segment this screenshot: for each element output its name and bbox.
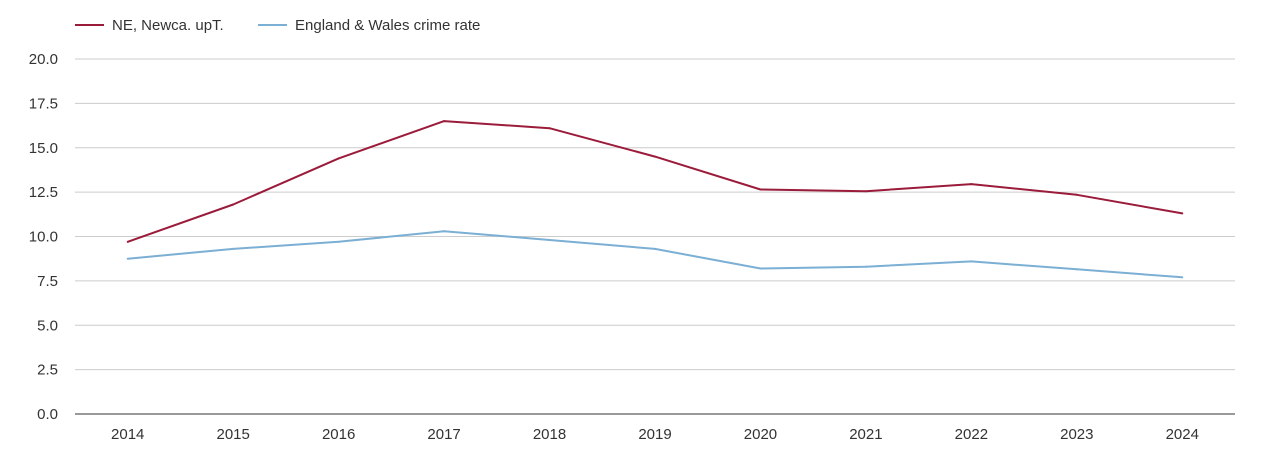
gridlines	[75, 58, 1235, 371]
y-tick-label: 15.0	[29, 140, 58, 157]
x-tick-label: 2023	[1060, 426, 1093, 443]
legend-label-series-2: England & Wales crime rate	[295, 17, 480, 34]
data-point[interactable]	[1075, 268, 1078, 271]
y-tick-label: 10.0	[29, 229, 58, 246]
series-line-2	[127, 230, 1183, 279]
x-tick-label: 2017	[427, 426, 460, 443]
series-1	[126, 120, 1184, 243]
x-tick-label: 2016	[322, 426, 355, 443]
data-point[interactable]	[759, 267, 762, 270]
data-point[interactable]	[337, 240, 340, 243]
legend: NE, Newca. upT. England & Wales crime ra…	[75, 17, 480, 34]
data-point[interactable]	[232, 203, 235, 206]
series-line-1	[127, 120, 1183, 243]
data-point[interactable]	[864, 190, 867, 193]
x-tick-label: 2021	[849, 426, 882, 443]
data-point[interactable]	[1181, 212, 1184, 215]
x-tick-label: 2018	[533, 426, 566, 443]
y-tick-label: 20.0	[29, 51, 58, 68]
x-tick-label: 2020	[744, 426, 777, 443]
data-point[interactable]	[1181, 276, 1184, 279]
data-point[interactable]	[759, 188, 762, 191]
y-axis-tick-labels: 0.0 2.5 5.0 7.5 10.0 12.5 15.0 17.5 20.0	[29, 51, 58, 423]
data-point[interactable]	[548, 239, 551, 242]
x-tick-label: 2019	[638, 426, 671, 443]
data-point[interactable]	[864, 265, 867, 268]
data-point[interactable]	[654, 247, 656, 250]
data-point[interactable]	[443, 120, 446, 123]
y-tick-label: 17.5	[29, 95, 58, 112]
data-point[interactable]	[126, 257, 129, 260]
data-point[interactable]	[548, 127, 551, 130]
data-point[interactable]	[970, 260, 973, 263]
data-point[interactable]	[654, 155, 656, 158]
y-tick-label: 7.5	[37, 273, 58, 290]
data-point[interactable]	[337, 157, 340, 160]
data-point[interactable]	[443, 230, 446, 233]
data-point[interactable]	[126, 240, 129, 243]
legend-label-series-1: NE, Newca. upT.	[112, 17, 224, 34]
x-tick-label: 2024	[1166, 426, 1199, 443]
series-2	[126, 230, 1184, 279]
y-tick-label: 5.0	[37, 317, 58, 334]
data-point[interactable]	[232, 247, 235, 250]
series-lines	[126, 120, 1184, 279]
data-point[interactable]	[1075, 193, 1078, 196]
x-tick-label: 2014	[111, 426, 144, 443]
x-tick-label: 2022	[955, 426, 988, 443]
x-tick-label: 2015	[216, 426, 249, 443]
y-tick-label: 12.5	[29, 184, 58, 201]
y-tick-label: 2.5	[37, 362, 58, 379]
y-tick-label: 0.0	[37, 406, 58, 423]
data-point[interactable]	[970, 183, 973, 186]
x-axis-tick-labels: 2014 2015 2016 2017 2018 2019 2020 2021 2022 2023…	[111, 426, 1199, 443]
